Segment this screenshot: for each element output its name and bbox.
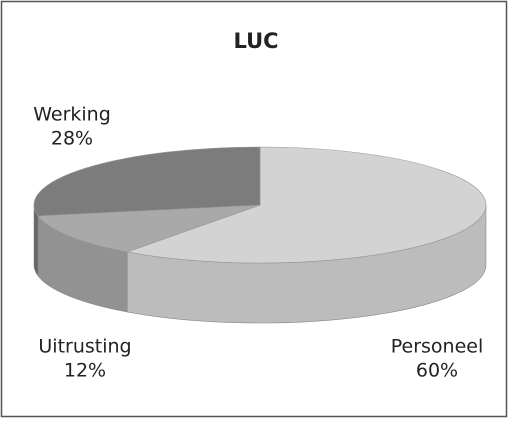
slice-label: Werking bbox=[33, 104, 111, 126]
slice-label: Personeel bbox=[391, 336, 484, 358]
slice-label: Uitrusting bbox=[38, 336, 131, 358]
slice bbox=[33, 146, 261, 217]
slice-value-label: 28% bbox=[51, 128, 93, 150]
chart-title: LUC bbox=[233, 29, 278, 53]
slice-value-label: 60% bbox=[416, 360, 458, 382]
slice-value-label: 12% bbox=[64, 360, 106, 382]
slice-side bbox=[33, 204, 39, 277]
slice bbox=[37, 204, 261, 253]
slice bbox=[126, 146, 487, 264]
